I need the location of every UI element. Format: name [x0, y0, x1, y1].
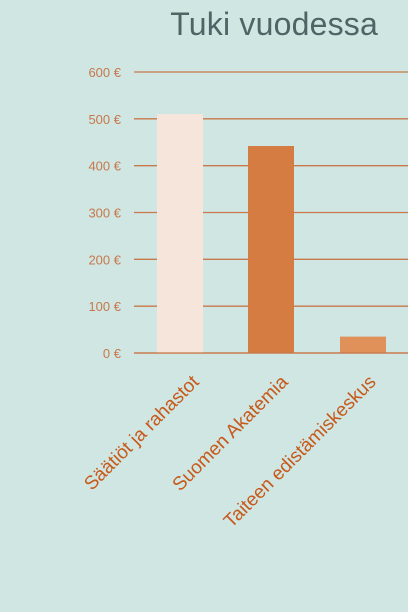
bars [134, 114, 408, 354]
y-tick-label: 300 € [88, 206, 121, 221]
y-tick-label: 400 € [88, 159, 121, 174]
x-category-label: Taiteen edistämiskeskus [220, 372, 380, 532]
bar [248, 145, 294, 353]
y-tick-label: 100 € [88, 299, 121, 314]
y-tick-label: 500 € [88, 112, 121, 127]
y-axis-tick-labels: 0 € 100 € 200 € 300 € 400 € 500 € 600 € [88, 65, 121, 361]
bar [340, 336, 386, 353]
bar [157, 114, 203, 354]
y-tick-label: 600 € [88, 65, 121, 80]
chart-title: Tuki vuodessa [170, 6, 378, 42]
y-tick-label: 200 € [88, 252, 121, 267]
y-tick-label: 0 € [103, 346, 122, 361]
